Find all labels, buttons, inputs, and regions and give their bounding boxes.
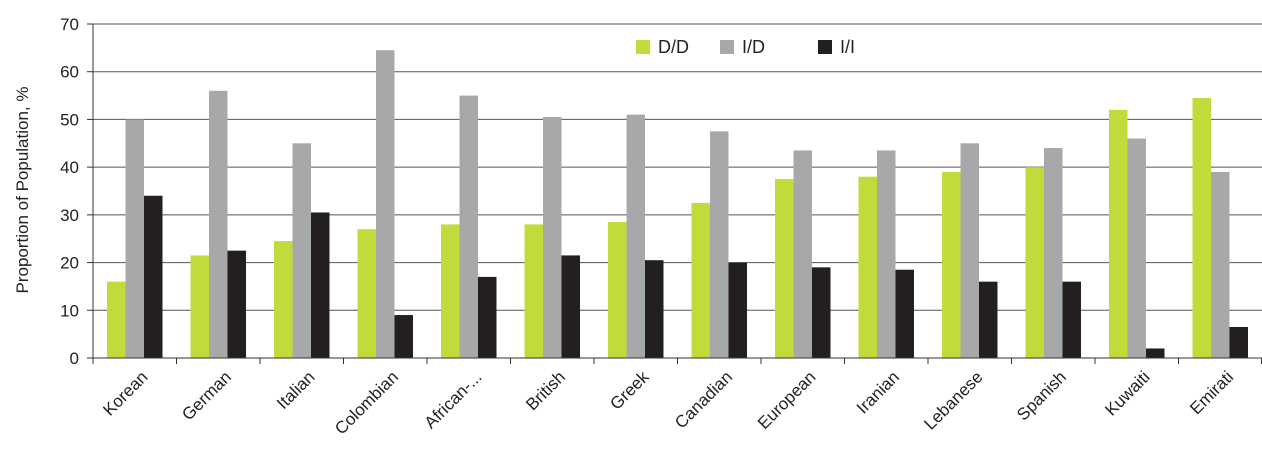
bars bbox=[107, 50, 1248, 359]
x-tick-label: Emirati bbox=[1186, 367, 1237, 418]
legend: D/D I/D I/I bbox=[636, 37, 855, 57]
y-tick-label: 50 bbox=[60, 110, 79, 129]
legend-swatch-i-i bbox=[818, 40, 832, 54]
bar-i-i bbox=[478, 276, 497, 358]
y-tick-labels: 0 10 20 30 40 50 60 70 bbox=[60, 15, 79, 368]
bar-i-d bbox=[125, 119, 144, 359]
x-tick-label: European bbox=[754, 367, 820, 433]
x-tick-labels: Korean German Italian Colombian African-... B… bbox=[99, 367, 1237, 438]
y-tick-label: 40 bbox=[60, 158, 79, 177]
bar-i-i bbox=[812, 267, 831, 358]
bar-d-d bbox=[1109, 109, 1128, 358]
bar-i-d bbox=[1044, 148, 1063, 358]
bar-i-i bbox=[1062, 281, 1081, 358]
y-axis-label: Proportion of Population, % bbox=[13, 87, 32, 294]
legend-label: I/I bbox=[840, 37, 855, 57]
x-tick-label: British bbox=[522, 367, 569, 414]
bar-i-d bbox=[209, 90, 228, 359]
y-tick-label: 10 bbox=[60, 301, 79, 320]
bar-i-d bbox=[1127, 138, 1146, 358]
x-tick-label: Spanish bbox=[1013, 367, 1070, 424]
bar-d-d bbox=[858, 176, 877, 358]
x-tick-label: Canadian bbox=[671, 367, 736, 432]
bar-i-d bbox=[543, 117, 562, 358]
bar-d-d bbox=[691, 202, 710, 358]
x-tick-label: German bbox=[178, 367, 235, 424]
bar-i-i bbox=[979, 281, 998, 358]
bar-i-i bbox=[895, 269, 914, 358]
bar-i-d bbox=[793, 150, 812, 358]
x-tick-label: African-... bbox=[421, 367, 486, 432]
bar-d-d bbox=[274, 241, 293, 358]
bar-d-d bbox=[942, 171, 961, 358]
bar-i-d bbox=[292, 143, 311, 358]
y-tick-label: 70 bbox=[60, 15, 79, 34]
bar-d-d bbox=[357, 229, 376, 358]
legend-swatch-d-d bbox=[636, 40, 650, 54]
x-tick-label: Colombian bbox=[331, 367, 402, 438]
legend-swatch-i-d bbox=[720, 40, 734, 54]
bar-i-d bbox=[710, 131, 729, 358]
x-tick-label: Korean bbox=[99, 367, 151, 419]
bar-d-d bbox=[1025, 167, 1044, 358]
y-tick-label: 60 bbox=[60, 63, 79, 82]
legend-label: I/D bbox=[742, 37, 765, 57]
y-tick-label: 0 bbox=[70, 349, 79, 368]
bar-i-d bbox=[1211, 171, 1230, 358]
x-tick-label: Lebanese bbox=[920, 367, 986, 433]
bar-d-d bbox=[775, 179, 794, 358]
x-tick-label: Greek bbox=[606, 367, 653, 414]
x-tick-label: Kuwaiti bbox=[1101, 367, 1153, 419]
bar-i-d bbox=[376, 50, 395, 359]
bar-i-i bbox=[311, 212, 330, 358]
y-tick-label: 20 bbox=[60, 254, 79, 273]
bar-i-i bbox=[728, 262, 747, 358]
bar-i-d bbox=[960, 143, 979, 358]
bar-i-d bbox=[459, 95, 478, 358]
bar-i-i bbox=[1229, 326, 1248, 358]
axes bbox=[87, 23, 1262, 364]
bar-i-i bbox=[645, 260, 664, 358]
bar-i-d bbox=[626, 114, 645, 358]
bar-i-i bbox=[144, 195, 163, 358]
x-tick-label: Iranian bbox=[853, 367, 903, 417]
bar-d-d bbox=[107, 281, 126, 358]
bar-i-d bbox=[877, 150, 896, 358]
legend-label: D/D bbox=[658, 37, 689, 57]
bar-d-d bbox=[441, 224, 460, 358]
y-tick-label: 30 bbox=[60, 206, 79, 225]
bar-i-i bbox=[394, 315, 413, 358]
bar-i-i bbox=[227, 250, 246, 358]
bar-d-d bbox=[524, 224, 543, 358]
bar-i-i bbox=[1146, 348, 1165, 358]
bar-d-d bbox=[1192, 97, 1211, 359]
gridlines bbox=[93, 23, 1262, 311]
bar-d-d bbox=[608, 222, 627, 358]
x-tick-label: Italian bbox=[273, 367, 319, 413]
bar-i-i bbox=[561, 255, 580, 358]
bar-d-d bbox=[190, 255, 209, 358]
